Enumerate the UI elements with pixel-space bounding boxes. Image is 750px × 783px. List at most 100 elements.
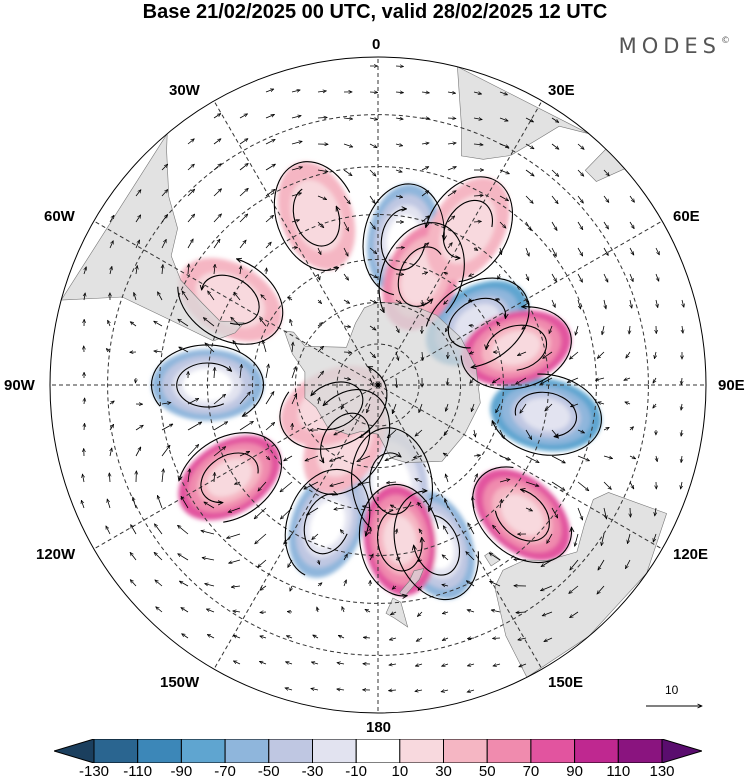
wind-arrow xyxy=(629,247,634,255)
wind-arrow xyxy=(286,636,293,638)
streamline xyxy=(406,514,461,576)
label-lon-150e: 150E xyxy=(548,674,584,691)
wind-arrow xyxy=(343,352,352,353)
wind-arrow xyxy=(500,499,502,509)
wind-arrow xyxy=(311,688,319,690)
wind-arrow xyxy=(203,318,215,327)
streamline xyxy=(494,483,550,542)
wind-arrow xyxy=(655,247,660,255)
wind-arrow xyxy=(567,377,579,383)
wind-arrow xyxy=(491,610,501,612)
wind-arrow xyxy=(577,507,583,520)
wind-arrow xyxy=(291,141,302,145)
wind-arrow xyxy=(109,215,114,223)
wind-arrow xyxy=(317,583,322,586)
wind-arrow xyxy=(179,347,189,353)
wind-arrow xyxy=(625,559,631,569)
wind-arrow xyxy=(213,239,220,249)
wind-arrow xyxy=(254,507,267,519)
wind-arrow xyxy=(545,403,553,411)
wind-arrow xyxy=(577,299,581,309)
wind-arrow xyxy=(598,402,605,404)
wind-arrow xyxy=(447,143,456,144)
wind-arrow xyxy=(135,190,141,197)
wind-arrow xyxy=(317,221,324,228)
colorbar-cell xyxy=(355,739,401,763)
wind-arrow xyxy=(369,273,377,278)
wind-arrow xyxy=(260,585,267,590)
wind-arrow xyxy=(239,163,248,171)
colorbar-tick-label: -70 xyxy=(214,763,236,780)
wind-arrow xyxy=(208,291,215,301)
wind-arrow xyxy=(135,425,143,431)
wind-arrow xyxy=(154,552,163,561)
wind-arrow xyxy=(291,167,303,171)
wind-arrow xyxy=(161,424,173,431)
wind-arrow xyxy=(525,429,532,440)
wind-arrow xyxy=(255,533,267,544)
colorbar-tick-label: -130 xyxy=(78,763,110,780)
streamline xyxy=(308,389,391,496)
colorbar-tick-label: 30 xyxy=(435,763,452,780)
wind-arrow xyxy=(499,143,509,147)
colorbar-cell xyxy=(617,739,663,763)
wind-arrow xyxy=(473,248,478,250)
wind-arrow xyxy=(447,243,452,249)
wind-arrow xyxy=(489,553,501,561)
wind-arrow xyxy=(313,635,319,638)
wind-arrow xyxy=(517,351,527,356)
wind-arrow xyxy=(343,195,350,204)
wind-arrow xyxy=(551,247,556,256)
wind-arrow xyxy=(547,533,553,543)
map-boundary xyxy=(49,56,707,714)
wind-arrow xyxy=(157,495,163,509)
modes-logo: MODES© xyxy=(618,34,730,58)
wind-arrow xyxy=(110,448,112,457)
wind-arrow xyxy=(625,402,631,404)
wind-arrow xyxy=(233,611,241,612)
wind-arrow xyxy=(84,423,85,431)
wind-arrow xyxy=(446,403,449,411)
new-zealand-south xyxy=(399,568,425,598)
wind-arrow xyxy=(370,528,371,535)
wind-arrow xyxy=(312,533,319,540)
wind-arrow xyxy=(334,508,345,509)
wind-arrow xyxy=(597,351,605,358)
wind-arrow xyxy=(110,266,112,275)
wind-arrow xyxy=(595,378,605,380)
wind-arrow xyxy=(239,214,248,223)
wind-arrow xyxy=(367,403,371,413)
wind-arrow xyxy=(343,247,349,256)
wind-arrow xyxy=(369,92,378,93)
wind-arrow xyxy=(265,242,271,249)
wind-arrow xyxy=(525,481,539,486)
streamline xyxy=(358,483,439,601)
wind-arrow xyxy=(161,190,168,197)
wind-arrow xyxy=(500,247,501,255)
wind-arrow xyxy=(516,612,527,613)
wind-arrow xyxy=(84,267,86,275)
wind-arrow xyxy=(467,610,475,612)
wind-arrow xyxy=(444,299,449,304)
wind-arrow xyxy=(629,221,634,229)
wind-arrow xyxy=(136,266,137,275)
wind-arrow xyxy=(317,195,327,200)
wind-arrow xyxy=(109,401,114,404)
wind-arrow xyxy=(343,378,351,380)
wind-arrow xyxy=(265,189,275,197)
wind-arrow xyxy=(395,144,403,146)
new-zealand-north xyxy=(385,597,409,628)
wind-arrow xyxy=(525,221,531,230)
label-lon-60w: 60W xyxy=(44,208,75,225)
colorbar-tick-label: 90 xyxy=(566,763,583,780)
streamline xyxy=(377,509,426,572)
wind-arrow xyxy=(540,377,553,384)
wind-arrow xyxy=(369,351,376,358)
wind-arrow xyxy=(334,429,345,436)
wind-arrow xyxy=(134,293,136,301)
wind-arrow xyxy=(442,585,449,587)
wind-arrow xyxy=(343,169,352,176)
wind-arrow xyxy=(233,635,241,638)
wind-arrow xyxy=(520,403,527,413)
wind-arrow xyxy=(468,523,475,535)
